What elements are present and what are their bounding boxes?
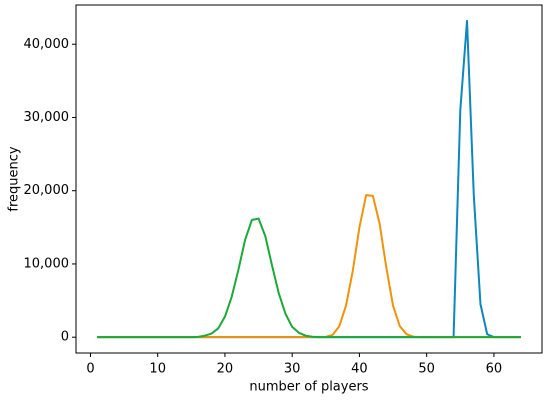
x-tick-label: 10	[149, 362, 166, 377]
y-tick-label: 20,000	[24, 183, 70, 198]
x-tick-label: 60	[486, 362, 503, 377]
x-axis-label: number of players	[249, 380, 368, 395]
y-tick-label: 0	[61, 330, 69, 345]
x-tick-label: 40	[351, 362, 368, 377]
y-tick-label: 40,000	[24, 37, 70, 52]
y-tick-label: 10,000	[24, 256, 70, 271]
y-tick-label: 30,000	[24, 110, 70, 125]
x-tick-label: 0	[86, 362, 94, 377]
x-tick-label: 50	[418, 362, 435, 377]
x-tick-label: 20	[217, 362, 234, 377]
series-line	[97, 217, 521, 339]
x-tick-label: 30	[284, 362, 301, 377]
series-line	[97, 19, 521, 339]
plot-frame	[75, 4, 543, 354]
y-axis-label: frequency	[7, 146, 22, 212]
